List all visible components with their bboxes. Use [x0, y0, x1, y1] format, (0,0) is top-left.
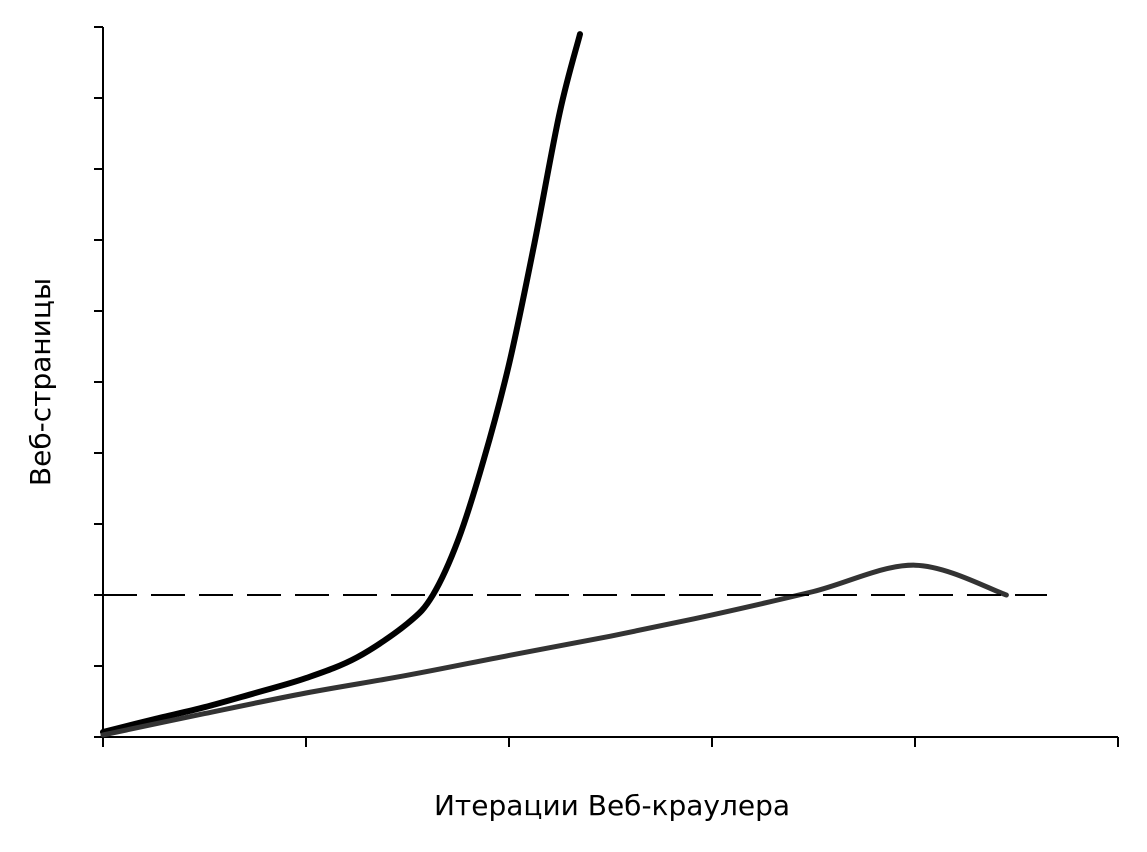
series-line-1 [100, 31, 583, 735]
series-layer [100, 31, 1047, 738]
y-axis-label: Веб-страницы [24, 278, 57, 486]
axes [94, 26, 1119, 747]
x-axis-label: Итерации Веб-краулера [434, 789, 790, 822]
series-line-2 [100, 562, 1009, 738]
